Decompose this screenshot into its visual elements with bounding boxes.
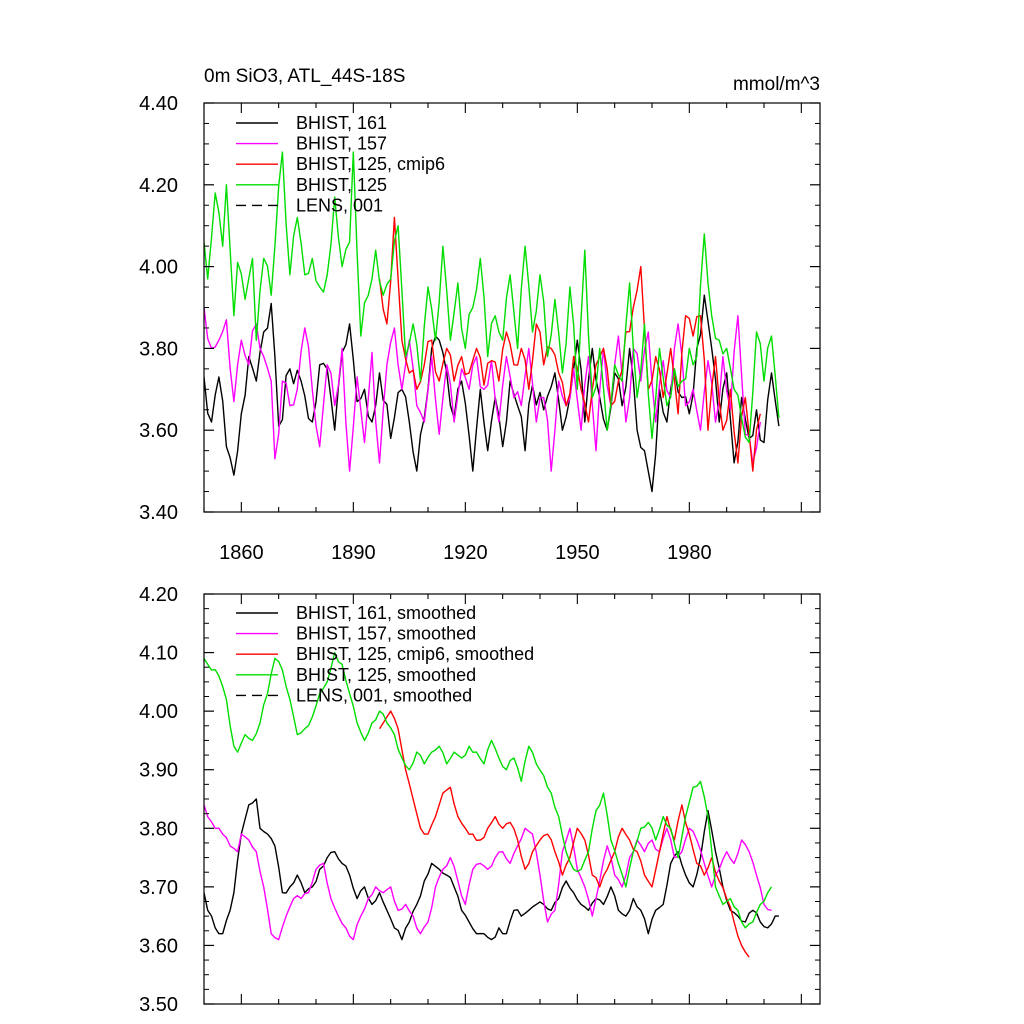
y-tick-label: 4.10 (139, 643, 178, 665)
legend-entry: LENS, 001, smoothed (296, 685, 472, 705)
legend-entry: BHIST, 125, cmip6, smoothed (296, 644, 534, 664)
x-tick-label: 1920 (443, 542, 488, 564)
y-tick-label: 3.50 (139, 994, 178, 1016)
series-line-1 (204, 798, 779, 941)
y-tick-label: 4.00 (139, 257, 178, 279)
y-tick-label: 3.80 (139, 818, 178, 840)
x-tick-label: 1890 (331, 542, 376, 564)
legend-entry: BHIST, 161 (296, 113, 387, 133)
series-line-4 (204, 651, 773, 929)
x-tick-label: 1860 (219, 542, 264, 564)
y-tick-label: 3.40 (139, 502, 178, 524)
series-line-3 (378, 710, 750, 958)
legend-entry: BHIST, 161, smoothed (296, 603, 476, 623)
series-line-3 (378, 216, 761, 472)
series-line-2 (204, 804, 772, 941)
y-tick-label: 3.90 (139, 760, 178, 782)
series-line-4 (204, 151, 780, 444)
y-tick-label: 3.70 (139, 877, 178, 899)
y-tick-label: 4.00 (139, 701, 178, 723)
plot-area (204, 651, 779, 958)
legend-entry: LENS, 001 (296, 195, 383, 215)
y-tick-label: 4.20 (139, 175, 178, 197)
plot-area (204, 151, 780, 493)
chart-panel-1: 3.40 3.60 3.80 4.00 4.20 4.40 1860 1890 1920 1950… (139, 66, 821, 564)
legend-entry: BHIST, 157, smoothed (296, 624, 476, 644)
series-line-1 (204, 294, 780, 493)
y-tick-label: 4.20 (139, 584, 178, 606)
series-line-2 (204, 307, 761, 472)
legend-entry: BHIST, 125, cmip6 (296, 154, 445, 174)
y-tick-label: 4.40 (139, 93, 178, 115)
chart-title: 0m SiO3, ATL_44S-18S (204, 66, 405, 87)
y-tick-label: 3.60 (139, 420, 178, 442)
legend-entry: BHIST, 157 (296, 134, 387, 154)
legend-entry: BHIST, 125 (296, 175, 387, 195)
legend-entry: BHIST, 125, smoothed (296, 665, 476, 685)
x-tick-label: 1980 (667, 542, 712, 564)
y-tick-label: 3.80 (139, 338, 178, 360)
units-label: mmol/m^3 (733, 74, 820, 95)
x-tick-label: 1950 (555, 542, 600, 564)
y-tick-label: 3.60 (139, 935, 178, 957)
chart-panel-2: 3.50 3.60 3.70 3.80 3.90 4.00 4.10 4.20 BHIST, 1… (139, 584, 821, 1016)
